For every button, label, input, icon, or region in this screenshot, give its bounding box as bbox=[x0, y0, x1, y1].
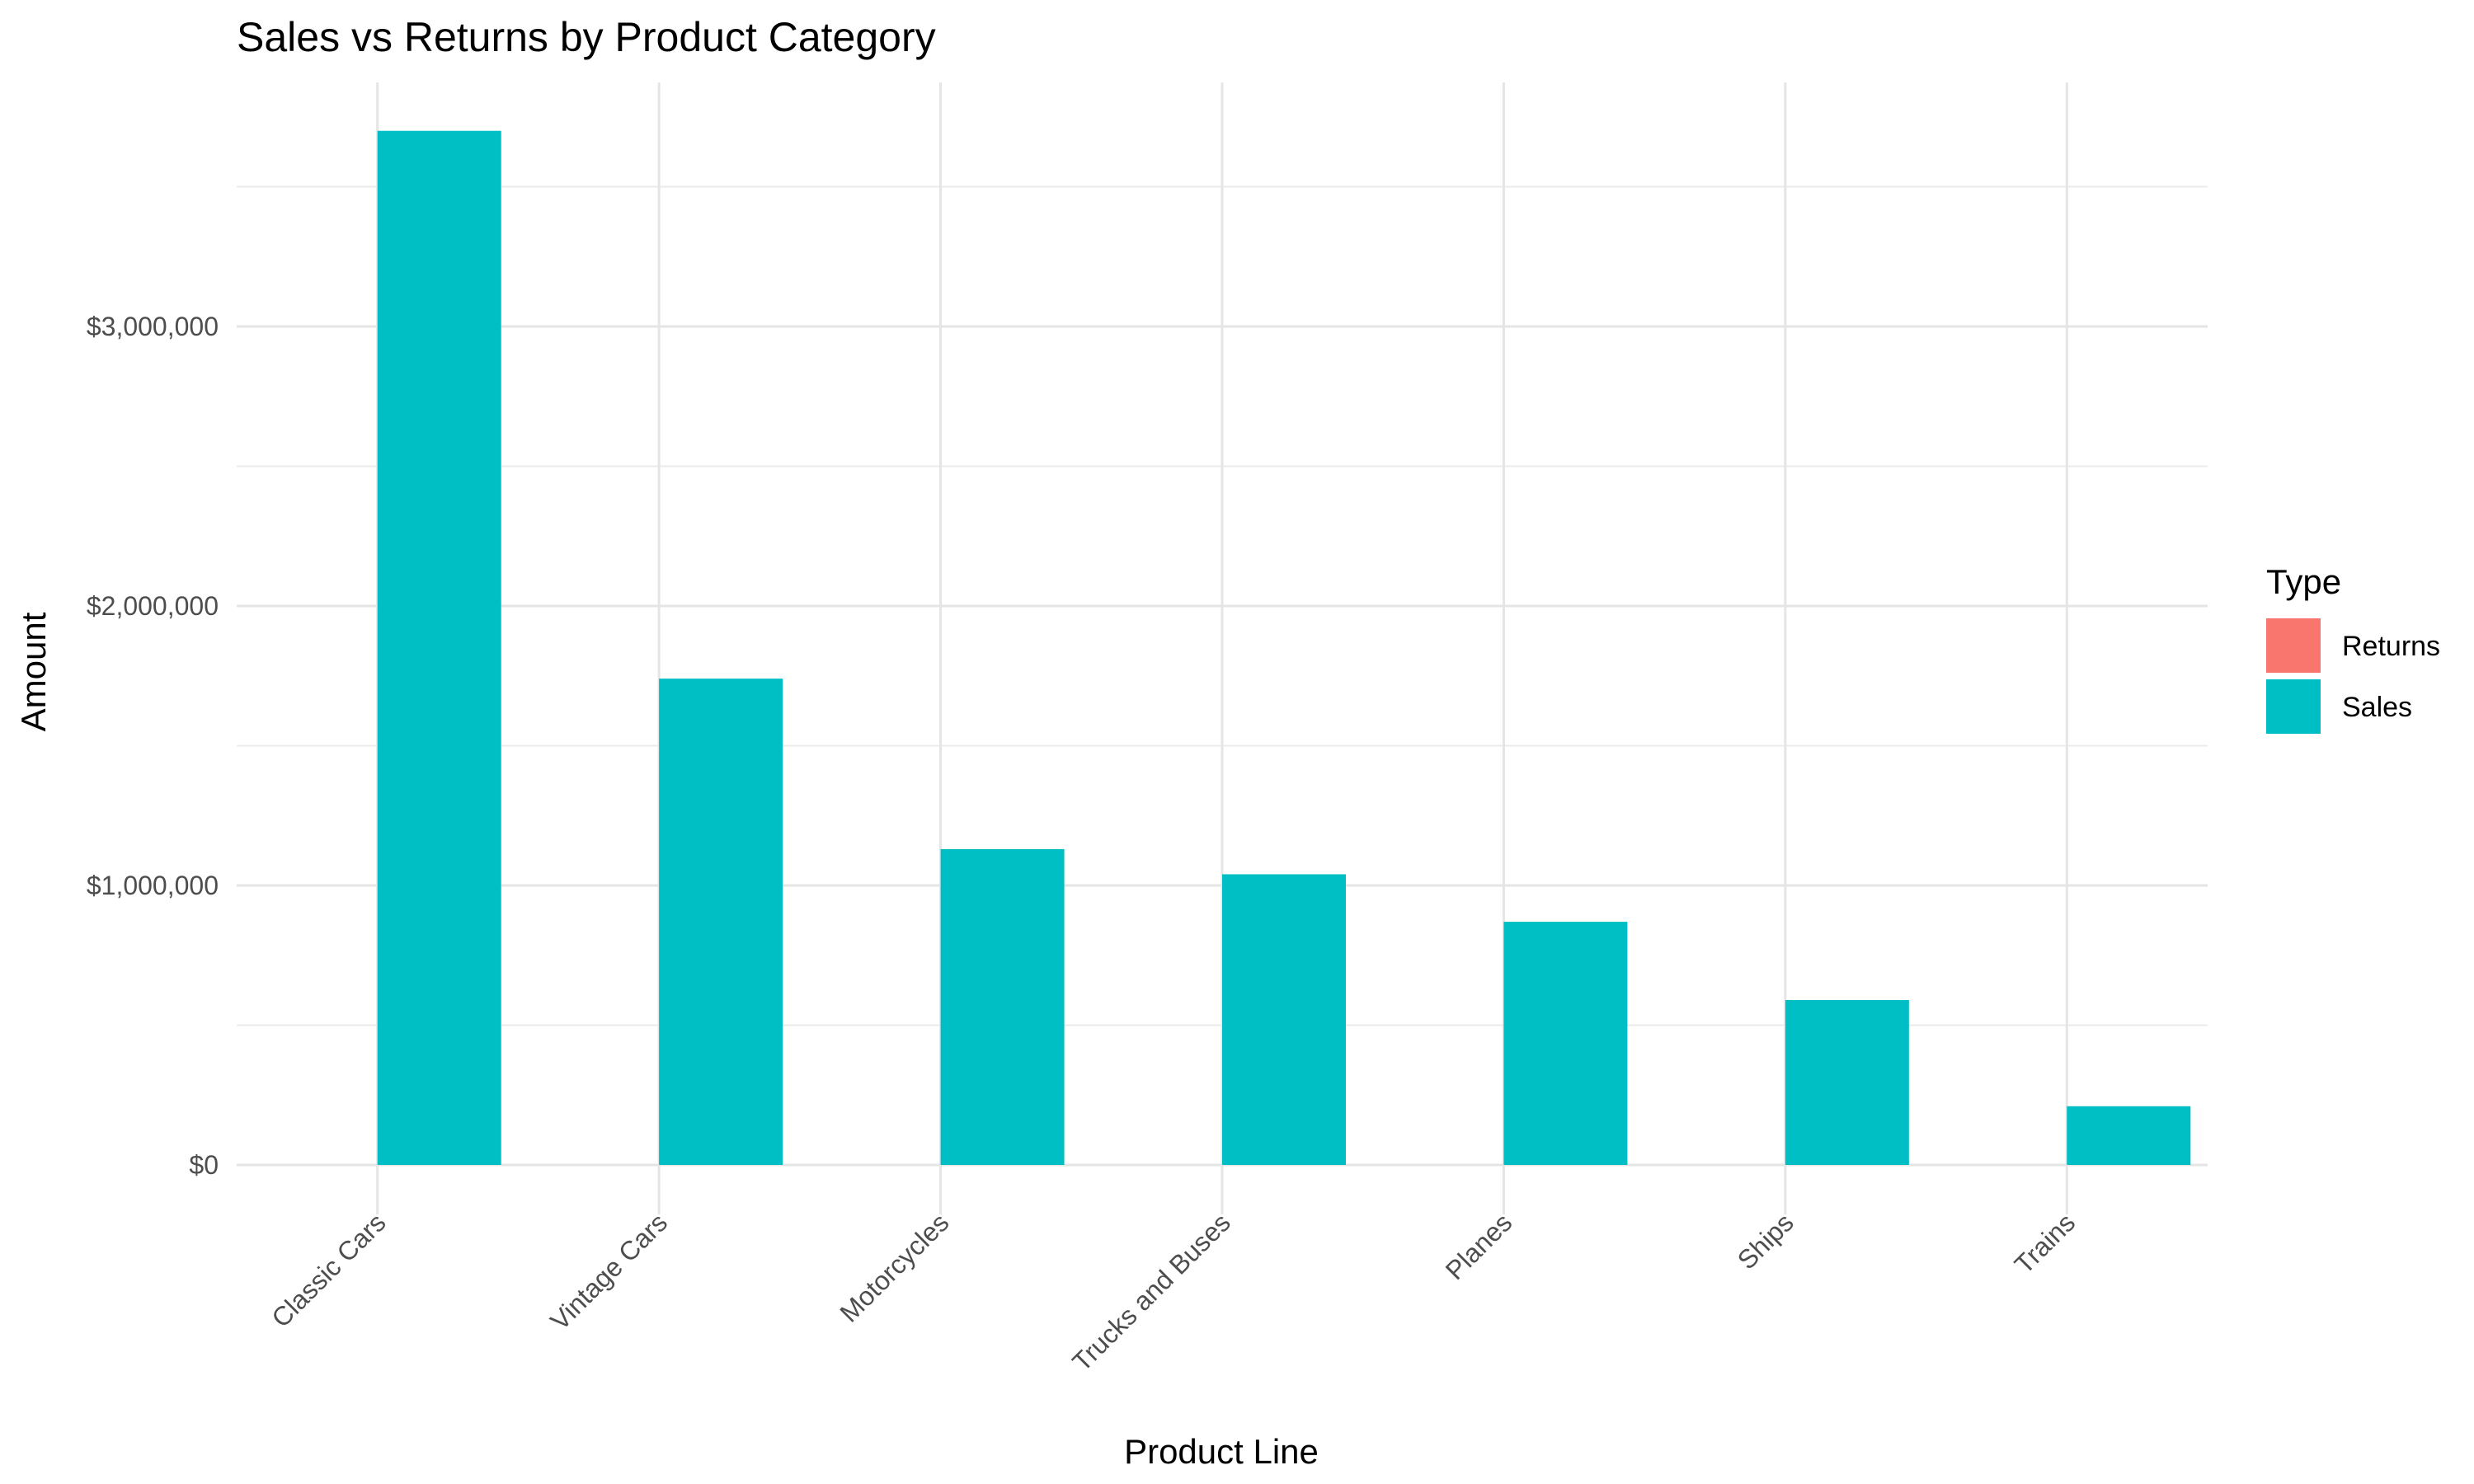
bar-sales-vintage-cars bbox=[659, 679, 783, 1165]
bar-sales-ships bbox=[1785, 999, 1909, 1165]
bar-sales-planes bbox=[1503, 922, 1628, 1165]
legend-label-returns: Returns bbox=[2342, 631, 2440, 662]
y-axis-title: Amount bbox=[14, 612, 53, 731]
x-tick-label: Vintage Cars bbox=[544, 1207, 673, 1336]
y-tick-label: $3,000,000 bbox=[87, 312, 219, 341]
bars bbox=[377, 130, 2191, 1166]
bar-sales-trucks-and-buses bbox=[1222, 874, 1346, 1165]
y-axis-ticks: $0 $1,000,000 $2,000,000 $3,000,000 bbox=[87, 312, 219, 1180]
y-tick-label: $2,000,000 bbox=[87, 591, 219, 621]
bar-sales-trains bbox=[2067, 1106, 2191, 1165]
bar-sales-classic-cars bbox=[377, 130, 501, 1166]
x-axis-ticks: Classic Cars Vintage Cars Motorcycles Truck… bbox=[266, 1207, 2081, 1377]
legend-key-returns bbox=[2266, 618, 2321, 673]
y-tick-label: $1,000,000 bbox=[87, 871, 219, 900]
x-axis-title: Product Line bbox=[1124, 1432, 1319, 1471]
y-tick-label: $0 bbox=[189, 1150, 219, 1180]
bar-sales-motorcycles bbox=[940, 848, 1065, 1165]
legend: Type Returns Sales bbox=[2266, 562, 2440, 734]
legend-key-sales bbox=[2266, 679, 2321, 734]
x-tick-label: Motorcycles bbox=[834, 1207, 954, 1327]
legend-label-sales: Sales bbox=[2342, 692, 2412, 723]
x-tick-label: Ships bbox=[1732, 1207, 1799, 1275]
chart-title: Sales vs Returns by Product Category bbox=[237, 14, 936, 60]
x-tick-label: Planes bbox=[1440, 1207, 1518, 1285]
legend-items: Returns Sales bbox=[2266, 618, 2440, 734]
x-tick-label: Trucks and Buses bbox=[1066, 1207, 1236, 1377]
legend-title: Type bbox=[2266, 562, 2341, 601]
x-tick-label: Trains bbox=[2009, 1207, 2081, 1279]
x-tick-label: Classic Cars bbox=[266, 1207, 391, 1332]
